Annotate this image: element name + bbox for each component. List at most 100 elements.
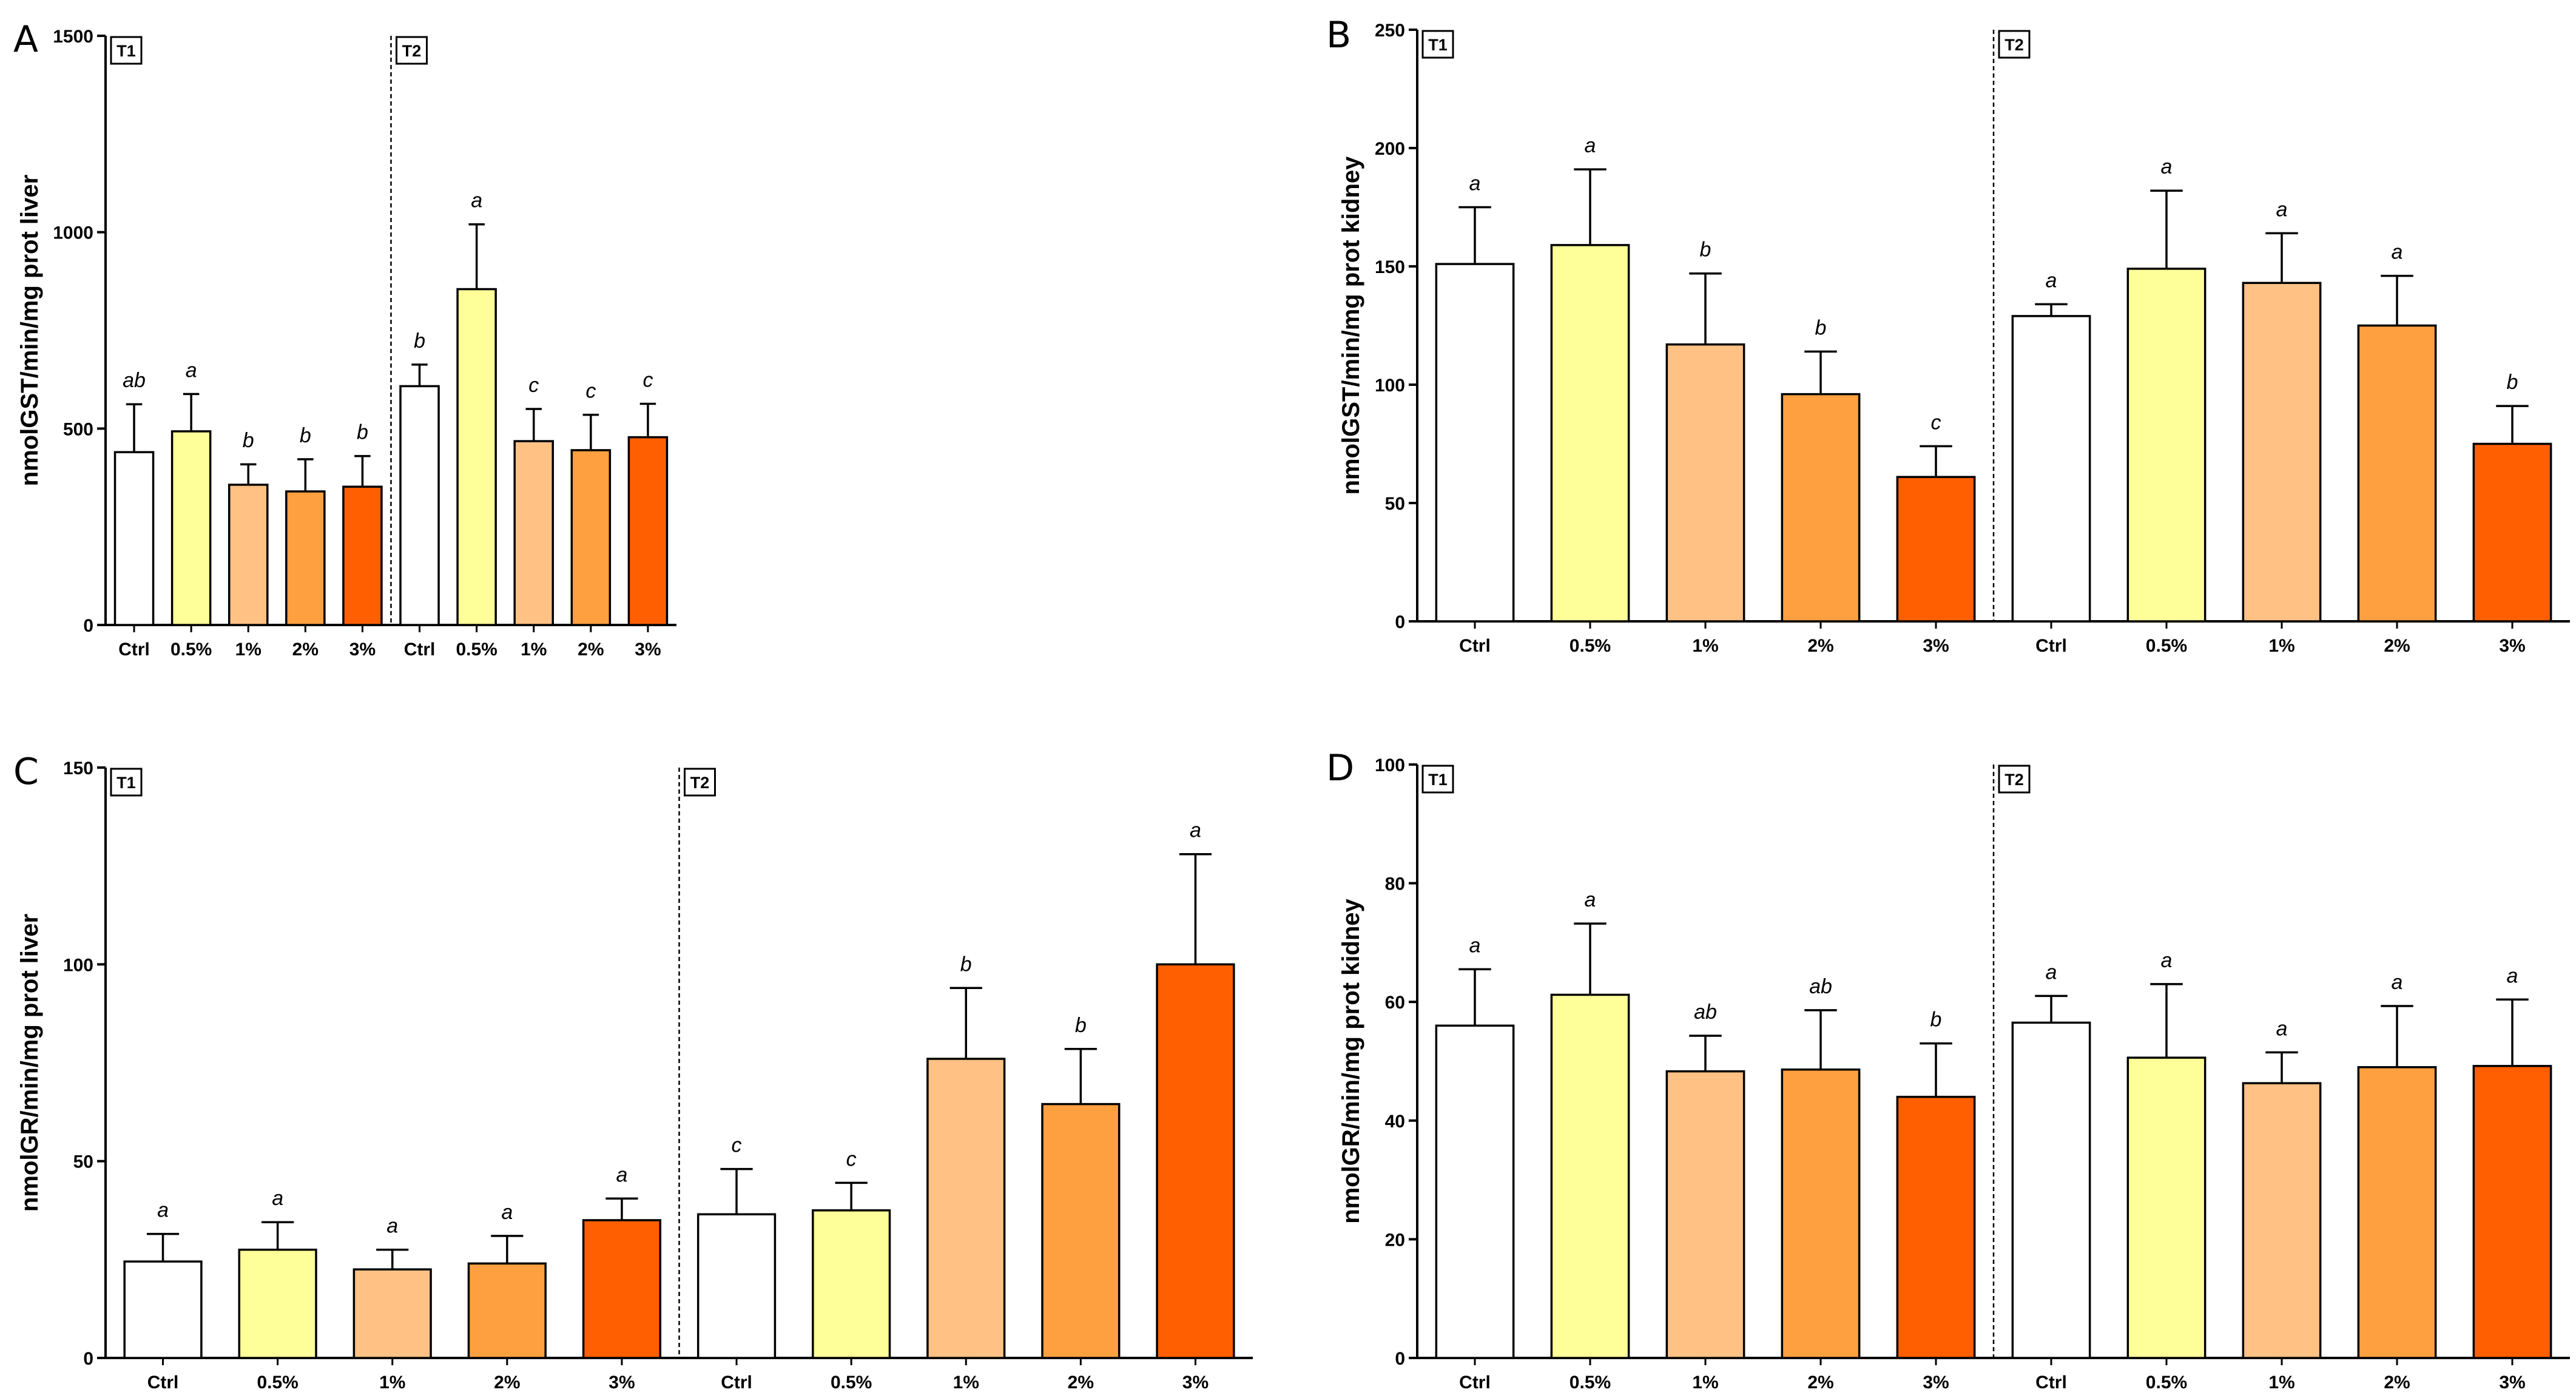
x-tick-label: 0.5% bbox=[170, 640, 212, 660]
bar bbox=[1156, 963, 1235, 1359]
significance-label: ab bbox=[1809, 975, 1832, 998]
y-tick-label: 80 bbox=[1385, 874, 1405, 894]
significance-label: ab bbox=[123, 369, 146, 392]
x-tick-label: 1% bbox=[2268, 1373, 2294, 1393]
x-tick-label: 0.5% bbox=[1570, 636, 1611, 656]
y-tick-label: 50 bbox=[73, 1152, 93, 1172]
x-tick-label: 2% bbox=[292, 640, 319, 660]
x-tick-label: 3% bbox=[609, 1373, 635, 1393]
significance-label: a bbox=[2392, 971, 2403, 994]
significance-label: a bbox=[1585, 134, 1596, 157]
x-tick-label: Ctrl bbox=[2035, 1373, 2067, 1393]
x-tick-label: 2% bbox=[1807, 1373, 1833, 1393]
bar bbox=[2011, 1021, 2091, 1359]
significance-label: a bbox=[2392, 241, 2403, 264]
significance-label: b bbox=[1075, 1014, 1087, 1037]
y-tick-label: 40 bbox=[1385, 1112, 1405, 1132]
significance-label: a bbox=[501, 1201, 513, 1224]
bar bbox=[170, 430, 212, 626]
x-tick-label: Ctrl bbox=[1459, 1373, 1491, 1393]
significance-label: a bbox=[1469, 934, 1481, 957]
x-tick-label: 1% bbox=[235, 640, 261, 660]
significance-label: a bbox=[2276, 1017, 2288, 1040]
bar bbox=[285, 490, 326, 626]
x-tick-label: Ctrl bbox=[1459, 636, 1491, 656]
x-tick-label: 3% bbox=[1182, 1373, 1209, 1393]
significance-label: b bbox=[243, 429, 254, 452]
bar bbox=[1435, 263, 1515, 623]
significance-label: a bbox=[2046, 269, 2057, 292]
group-label: T2 bbox=[2004, 36, 2024, 54]
bar bbox=[399, 385, 440, 626]
bar bbox=[696, 1213, 777, 1359]
y-tick-label: 60 bbox=[1385, 993, 1405, 1013]
significance-label: a bbox=[471, 189, 482, 212]
y-tick-label: 250 bbox=[1375, 21, 1405, 41]
x-tick-label: Ctrl bbox=[2035, 636, 2067, 656]
bar bbox=[467, 1262, 547, 1359]
significance-label: a bbox=[1190, 819, 1201, 842]
bar bbox=[342, 485, 383, 626]
significance-label: a bbox=[2046, 961, 2057, 984]
bar bbox=[238, 1248, 317, 1359]
significance-label: a bbox=[2276, 198, 2288, 221]
panel-label: D bbox=[1326, 747, 1354, 789]
bar bbox=[1665, 1070, 1745, 1359]
bar bbox=[2472, 442, 2552, 623]
bar bbox=[1550, 993, 1630, 1359]
significance-label: a bbox=[157, 1199, 169, 1222]
significance-label: a bbox=[2161, 155, 2173, 178]
bar bbox=[926, 1058, 1006, 1359]
y-axis-label: nmolGST/min/mg prot liver bbox=[16, 175, 43, 486]
bar bbox=[2242, 1082, 2322, 1359]
y-tick-label: 100 bbox=[1375, 376, 1405, 396]
x-tick-label: 2% bbox=[2384, 636, 2410, 656]
bar bbox=[228, 484, 269, 626]
group-label: T2 bbox=[690, 774, 710, 792]
y-tick-label: 0 bbox=[1395, 1349, 1405, 1369]
bar bbox=[1435, 1024, 1515, 1359]
x-tick-label: 1% bbox=[379, 1373, 405, 1393]
group-box-t2 bbox=[1998, 30, 2031, 59]
bar bbox=[582, 1219, 662, 1359]
significance-label: a bbox=[1469, 172, 1481, 195]
significance-label: a bbox=[616, 1163, 627, 1186]
y-tick-label: 100 bbox=[63, 955, 93, 975]
significance-label: a bbox=[2161, 949, 2173, 972]
bar bbox=[113, 451, 155, 626]
y-tick-label: 0 bbox=[1395, 612, 1405, 632]
x-tick-label: 3% bbox=[1923, 1373, 1949, 1393]
significance-label: b bbox=[300, 424, 311, 447]
x-tick-label: Ctrl bbox=[118, 640, 150, 660]
panel-label: C bbox=[13, 751, 39, 793]
group-label: T1 bbox=[1428, 36, 1448, 54]
x-tick-label: 2% bbox=[1068, 1373, 1094, 1393]
group-box-t2 bbox=[396, 36, 428, 65]
bar bbox=[1665, 343, 1745, 623]
bar bbox=[812, 1209, 891, 1359]
group-label: T1 bbox=[1428, 771, 1448, 789]
bar bbox=[2357, 324, 2437, 623]
y-tick-label: 0 bbox=[83, 616, 93, 636]
y-tick-label: 100 bbox=[1375, 755, 1405, 775]
x-tick-label: Ctrl bbox=[147, 1373, 179, 1393]
x-tick-label: 0.5% bbox=[2146, 636, 2187, 656]
significance-label: b bbox=[1700, 238, 1711, 262]
significance-label: b bbox=[414, 329, 425, 353]
x-tick-label: 1% bbox=[521, 640, 547, 660]
bar bbox=[1896, 1095, 1976, 1359]
x-tick-label: 3% bbox=[635, 640, 661, 660]
bar bbox=[1781, 1068, 1861, 1359]
x-tick-label: 3% bbox=[1923, 636, 1949, 656]
bar bbox=[570, 449, 612, 626]
y-tick-label: 50 bbox=[1385, 494, 1405, 514]
x-tick-label: 2% bbox=[2384, 1373, 2410, 1393]
x-tick-label: Ctrl bbox=[721, 1373, 752, 1393]
group-label: T1 bbox=[116, 774, 136, 792]
significance-label: b bbox=[357, 421, 368, 444]
x-tick-label: 1% bbox=[2268, 636, 2294, 656]
group-label: T2 bbox=[2004, 771, 2024, 789]
